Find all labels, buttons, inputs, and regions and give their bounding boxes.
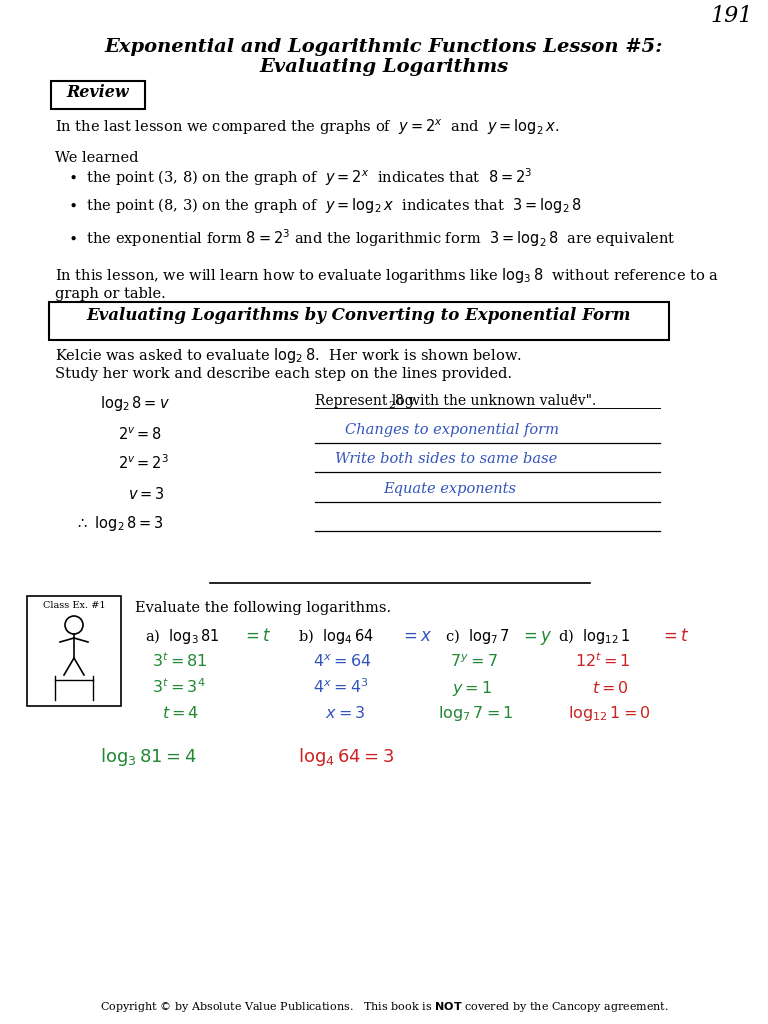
Text: 8 with the unknown value: 8 with the unknown value: [395, 394, 578, 408]
FancyBboxPatch shape: [51, 81, 145, 109]
Text: $= t$: $= t$: [660, 628, 690, 645]
FancyBboxPatch shape: [49, 302, 669, 340]
Text: Class Ex. #1: Class Ex. #1: [43, 601, 105, 610]
Text: $\log_{12} 1 = 0$: $\log_{12} 1 = 0$: [568, 705, 650, 723]
Text: $2^v = 8$: $2^v = 8$: [118, 426, 162, 443]
Text: $\log_7 7 = 1$: $\log_7 7 = 1$: [438, 705, 513, 723]
Text: Evaluating Logarithms: Evaluating Logarithms: [260, 58, 508, 76]
Text: In the last lesson we compared the graphs of  $y = 2^x$  and  $y = \log_2 x$.: In the last lesson we compared the graph…: [55, 118, 560, 137]
Text: $4^x = 4^3$: $4^x = 4^3$: [313, 678, 369, 697]
Text: $\log_3 81 = 4$: $\log_3 81 = 4$: [100, 746, 197, 768]
Text: $\log_2 8 = v$: $\log_2 8 = v$: [100, 394, 170, 413]
Text: $t = 0$: $t = 0$: [592, 680, 629, 697]
Text: d)  $\log_{12} 1$: d) $\log_{12} 1$: [558, 627, 632, 646]
Text: Study her work and describe each step on the lines provided.: Study her work and describe each step on…: [55, 367, 512, 381]
Text: Equate exponents: Equate exponents: [383, 482, 516, 496]
Text: $12^t = 1$: $12^t = 1$: [575, 652, 631, 671]
Text: $3^t = 81$: $3^t = 81$: [152, 652, 208, 671]
Text: $= x$: $= x$: [400, 628, 432, 645]
Text: 2: 2: [388, 401, 395, 410]
Text: a)  $\log_3 81$: a) $\log_3 81$: [145, 627, 221, 646]
Text: 191: 191: [710, 5, 753, 27]
Text: Represent log: Represent log: [315, 394, 414, 408]
Text: "v".: "v".: [567, 394, 596, 408]
Text: Kelcie was asked to evaluate $\log_2 8$.  Her work is shown below.: Kelcie was asked to evaluate $\log_2 8$.…: [55, 346, 522, 365]
Text: In this lesson, we will learn how to evaluate logarithms like $\log_3 8$  withou: In this lesson, we will learn how to eva…: [55, 266, 719, 285]
Text: Evaluating Logarithms by Converting to Exponential Form: Evaluating Logarithms by Converting to E…: [87, 307, 631, 324]
Text: $y = 1$: $y = 1$: [452, 679, 492, 698]
Text: c)  $\log_7 7$: c) $\log_7 7$: [445, 627, 511, 646]
Text: Changes to exponential form: Changes to exponential form: [345, 423, 559, 437]
Text: Evaluate the following logarithms.: Evaluate the following logarithms.: [135, 601, 391, 615]
FancyBboxPatch shape: [27, 596, 121, 706]
Text: $\log_4 64 = 3$: $\log_4 64 = 3$: [298, 746, 394, 768]
Text: $x = 3$: $x = 3$: [325, 705, 366, 722]
Text: Write both sides to same base: Write both sides to same base: [335, 452, 558, 466]
Text: graph or table.: graph or table.: [55, 287, 166, 301]
Text: Copyright $\copyright$ by Absolute Value Publications.   This book is $\mathbf{N: Copyright $\copyright$ by Absolute Value…: [100, 1000, 668, 1014]
Text: b)  $\log_4 64$: b) $\log_4 64$: [298, 627, 375, 646]
Text: $\bullet$  the exponential form $8 = 2^3$ and the logarithmic form  $3 = \log_2 : $\bullet$ the exponential form $8 = 2^3$…: [68, 227, 676, 249]
Text: $\bullet$  the point (3, 8) on the graph of  $y = 2^x$  indicates that  $8 = 2^3: $\bullet$ the point (3, 8) on the graph …: [68, 166, 532, 188]
Text: $\therefore\ \log_2 8 = 3$: $\therefore\ \log_2 8 = 3$: [75, 514, 164, 534]
Text: $\bullet$  the point (8, 3) on the graph of  $y = \log_2 x$  indicates that  $3 : $\bullet$ the point (8, 3) on the graph …: [68, 196, 582, 215]
Text: $4^x = 64$: $4^x = 64$: [313, 654, 372, 671]
Text: $2^v = 2^3$: $2^v = 2^3$: [118, 454, 169, 472]
Text: Exponential and Logarithmic Functions Lesson #5:: Exponential and Logarithmic Functions Le…: [104, 38, 664, 56]
Text: $t = 4$: $t = 4$: [162, 705, 199, 722]
Text: We learned: We learned: [55, 151, 138, 165]
Text: Review: Review: [67, 84, 129, 101]
Text: $= y$: $= y$: [520, 629, 552, 647]
Text: $3^t = 3^4$: $3^t = 3^4$: [152, 678, 206, 697]
Text: $7^y = 7$: $7^y = 7$: [450, 654, 498, 671]
Text: $v = 3$: $v = 3$: [128, 486, 164, 502]
Text: $= t$: $= t$: [242, 628, 271, 645]
